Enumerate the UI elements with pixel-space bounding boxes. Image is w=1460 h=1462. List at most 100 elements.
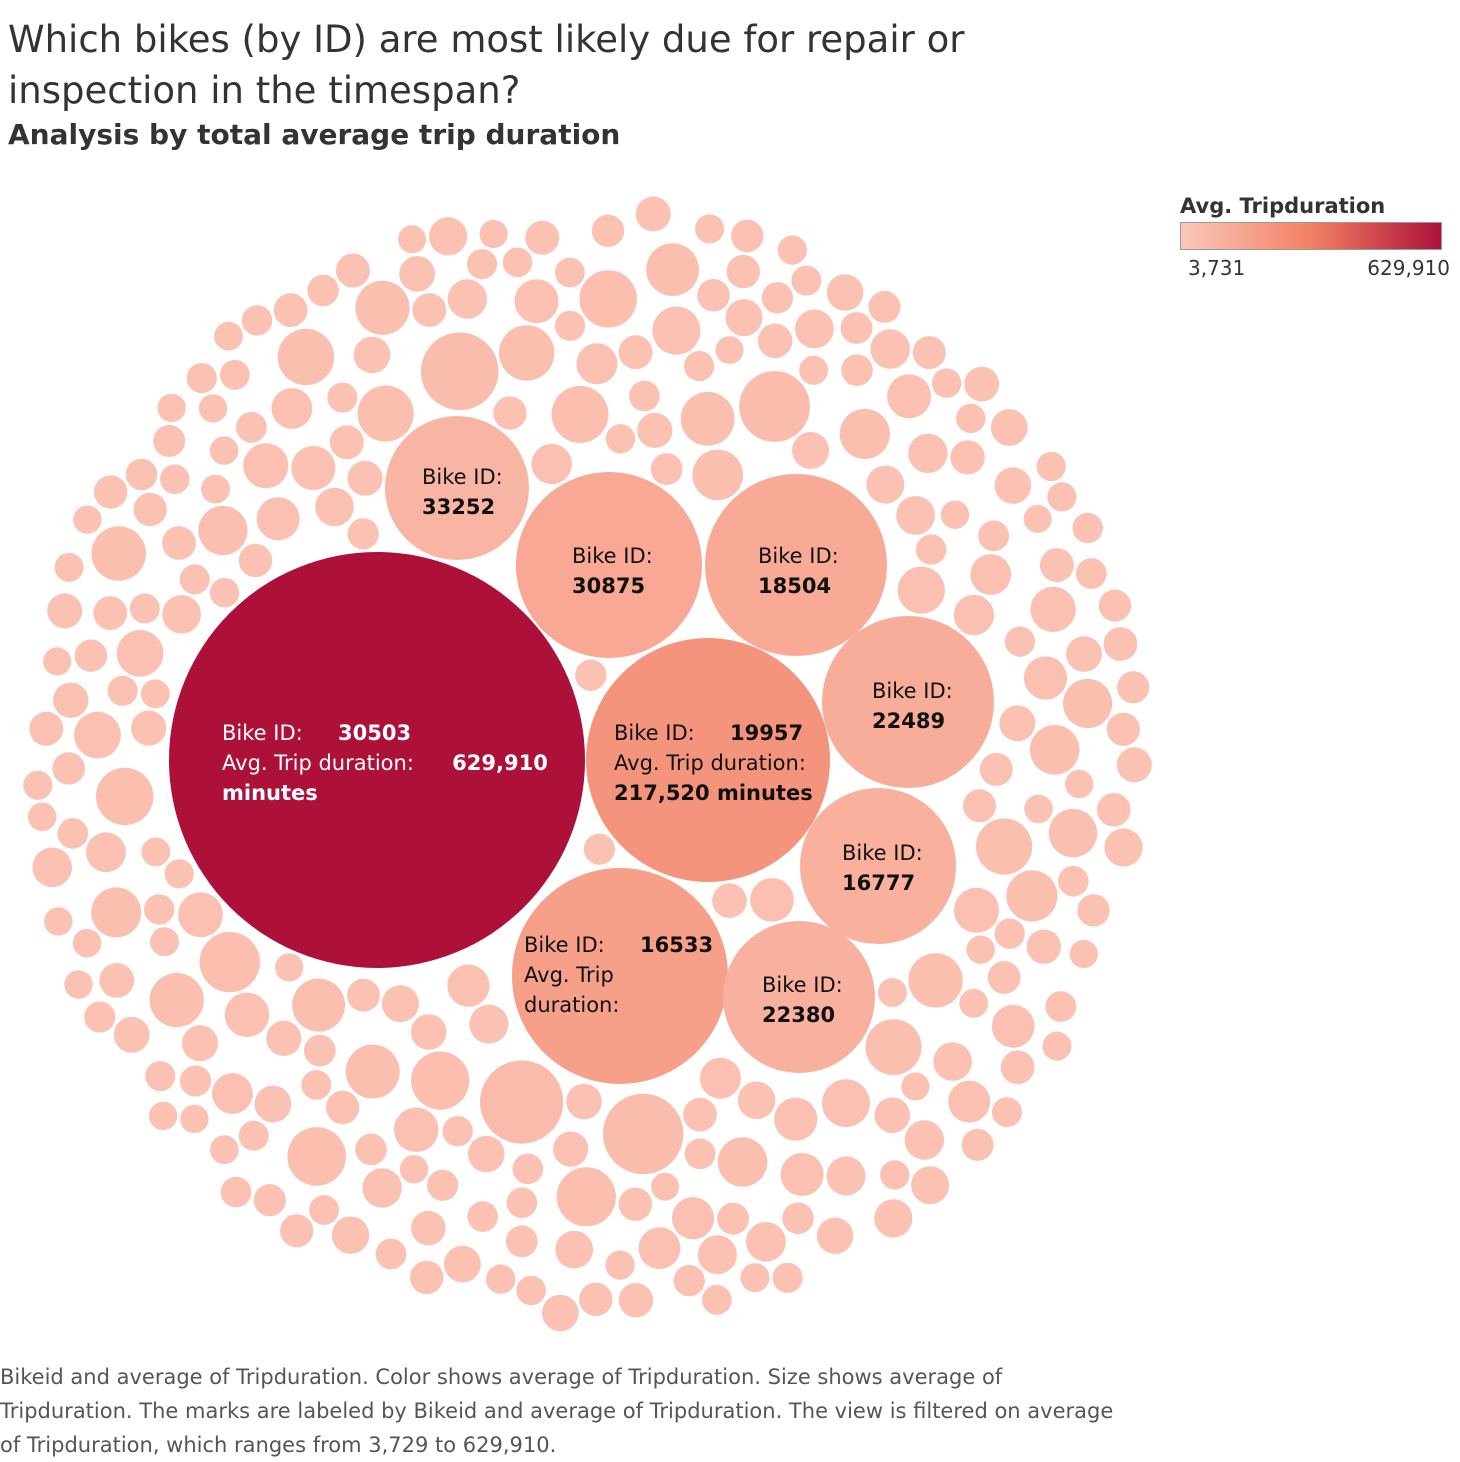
bubble-bike[interactable]: [1036, 451, 1066, 482]
bubble-bike[interactable]: [375, 1238, 407, 1270]
bubble-bike[interactable]: [140, 679, 170, 709]
bubble-bike[interactable]: [162, 595, 201, 634]
bubble-bike[interactable]: [697, 1235, 737, 1275]
bubble-bike[interactable]: [915, 534, 947, 565]
bubble-bike[interactable]: [695, 214, 725, 244]
bubble-bike[interactable]: [398, 225, 427, 254]
bubble-bike[interactable]: [442, 1116, 473, 1147]
bubble-bike[interactable]: [73, 505, 102, 534]
bubble-bike[interactable]: [956, 403, 986, 434]
bubble-bike[interactable]: [555, 257, 585, 288]
bubble-bike[interactable]: [399, 1155, 429, 1184]
bubble-bike[interactable]: [160, 464, 190, 495]
bubble-bike[interactable]: [908, 953, 963, 1008]
bubble-bike[interactable]: [53, 682, 89, 718]
bubble-bike[interactable]: [826, 274, 864, 311]
bubble-bike[interactable]: [908, 433, 948, 473]
bubble-bike[interactable]: [468, 1135, 505, 1173]
bubble-bike[interactable]: [652, 306, 701, 355]
bubble-bike[interactable]: [493, 396, 527, 430]
bubble-bike[interactable]: [198, 505, 248, 556]
bubble-bike[interactable]: [141, 837, 171, 867]
bubble-bike[interactable]: [179, 564, 210, 595]
bubble-bike[interactable]: [618, 1283, 654, 1318]
bubble-bike[interactable]: [186, 363, 217, 394]
bubble-bike[interactable]: [880, 1160, 910, 1190]
bubble-bike[interactable]: [737, 1081, 776, 1120]
bubble-bike[interactable]: [1006, 870, 1058, 922]
bubble-bike[interactable]: [224, 992, 270, 1037]
bubble-bike[interactable]: [525, 220, 560, 255]
bubble-bike[interactable]: [256, 497, 300, 541]
bubble-bike[interactable]: [502, 247, 533, 278]
bubble-bike[interactable]: [1058, 865, 1089, 897]
bubble-bike[interactable]: [1117, 671, 1150, 704]
bubble-bike[interactable]: [236, 412, 267, 443]
bubble-bike[interactable]: [970, 554, 1012, 595]
bubble-bike[interactable]: [238, 1120, 269, 1151]
bubble-bike[interactable]: [994, 918, 1025, 949]
bubble-bike[interactable]: [579, 1282, 613, 1317]
bubble-bike[interactable]: [164, 859, 194, 889]
bubble-bike[interactable]: [761, 282, 794, 314]
bubble-bike[interactable]: [978, 520, 1009, 552]
bubble-bike[interactable]: [650, 453, 683, 485]
bubble-bike[interactable]: [162, 526, 196, 560]
bubble-bike[interactable]: [355, 280, 410, 335]
bubble-bike[interactable]: [1000, 1050, 1035, 1085]
bubble-bike[interactable]: [74, 711, 121, 759]
bubble-bike[interactable]: [671, 1197, 715, 1240]
bubble-bike[interactable]: [149, 973, 204, 1028]
bubble-bike[interactable]: [948, 1080, 991, 1123]
bubble-bike-18504[interactable]: [705, 474, 887, 656]
bubble-bike[interactable]: [684, 351, 715, 382]
bubble-bike[interactable]: [1048, 808, 1098, 858]
bubble-bike[interactable]: [96, 767, 154, 826]
bubble-bike[interactable]: [542, 1294, 579, 1332]
bubble-bike[interactable]: [149, 1101, 178, 1131]
bubble-bike[interactable]: [429, 217, 468, 256]
bubble-bike[interactable]: [816, 1217, 854, 1254]
bubble-bike[interactable]: [911, 1166, 950, 1205]
bubble-bike-22489[interactable]: [822, 616, 994, 788]
bubble-bike[interactable]: [347, 460, 383, 496]
bubble-bike[interactable]: [991, 1097, 1022, 1128]
bubble-bike[interactable]: [91, 887, 142, 938]
bubble-bike[interactable]: [113, 1016, 150, 1053]
bubble-bike[interactable]: [554, 310, 586, 341]
bubble-bike[interactable]: [412, 293, 447, 327]
bubble-bike[interactable]: [683, 1097, 717, 1132]
bubble-bike[interactable]: [618, 335, 653, 370]
bubble-bike[interactable]: [591, 214, 625, 247]
bubble-bike[interactable]: [91, 526, 146, 581]
bubble-bike[interactable]: [43, 647, 72, 676]
bubble-bike[interactable]: [479, 1060, 564, 1144]
bubble-bike[interactable]: [953, 594, 995, 636]
bubble-bike[interactable]: [826, 1156, 866, 1196]
bubble-bike[interactable]: [27, 802, 57, 832]
bubble-bike[interactable]: [315, 487, 354, 527]
bubble-bike[interactable]: [553, 1131, 589, 1167]
bubble-bike[interactable]: [444, 1245, 481, 1283]
bubble-bike[interactable]: [792, 432, 830, 469]
bubble-bike[interactable]: [307, 274, 339, 307]
bubble-bike[interactable]: [201, 474, 230, 504]
bubble-bike[interactable]: [782, 1202, 814, 1235]
bubble-bike[interactable]: [47, 593, 83, 629]
bubble-bike[interactable]: [327, 382, 358, 413]
bubble-bike[interactable]: [1047, 482, 1077, 512]
bubble-bike[interactable]: [420, 332, 499, 411]
bubble-bike[interactable]: [680, 391, 735, 446]
bubble-bike[interactable]: [1096, 793, 1131, 827]
bubble-bike[interactable]: [603, 1093, 684, 1175]
bubble-bike[interactable]: [551, 385, 609, 443]
bubble-bike[interactable]: [1039, 548, 1074, 583]
bubble-bike-30875[interactable]: [516, 472, 702, 658]
bubble-bike[interactable]: [629, 380, 660, 412]
bubble-bike[interactable]: [467, 1201, 499, 1232]
bubble-bike[interactable]: [874, 1097, 911, 1133]
bubble-bike[interactable]: [1075, 558, 1107, 589]
bubble-bike[interactable]: [399, 256, 435, 292]
bubble-bike[interactable]: [897, 566, 945, 614]
bubble-bike[interactable]: [353, 336, 391, 374]
